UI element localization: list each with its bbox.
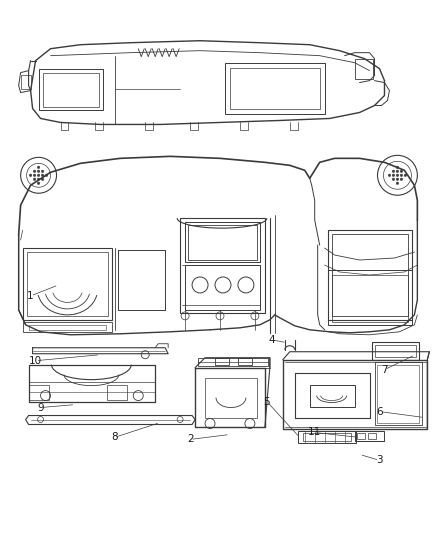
Bar [198,358,268,366]
Bar [328,230,413,320]
Bar [42,72,99,107]
Bar [303,433,350,441]
Text: 9: 9 [37,402,44,413]
Circle shape [404,174,406,176]
Circle shape [37,174,40,176]
Bar [332,275,408,322]
Bar [238,358,252,365]
Circle shape [29,174,32,176]
Text: 8: 8 [111,432,118,442]
Bar [298,432,356,443]
Circle shape [41,178,44,181]
Circle shape [396,178,399,181]
Circle shape [396,174,399,176]
Bar [328,270,413,325]
Bar [378,365,419,423]
Circle shape [33,170,36,173]
Bar [23,248,112,320]
Circle shape [400,178,403,181]
Text: 6: 6 [376,407,383,416]
Bar [185,265,260,310]
Bar [355,432,385,441]
Bar [205,378,257,417]
Circle shape [388,174,391,176]
Text: 3: 3 [376,455,383,465]
Bar [185,222,260,262]
Circle shape [392,174,395,176]
Circle shape [400,174,403,176]
Bar [355,59,372,78]
Text: 4: 4 [268,335,275,345]
Bar [357,433,364,439]
Bar [27,252,108,316]
Circle shape [41,170,44,173]
Circle shape [400,170,403,173]
Circle shape [37,182,40,184]
Text: 1: 1 [27,291,34,301]
Circle shape [396,182,399,184]
Bar [215,358,229,365]
Circle shape [396,170,399,173]
Text: 5: 5 [264,397,270,407]
Bar [21,75,31,88]
Circle shape [396,166,399,168]
Bar [230,68,320,109]
Bar [367,433,375,439]
Circle shape [37,166,40,168]
Text: 11: 11 [308,427,321,438]
Bar [310,385,355,407]
Bar [332,234,408,316]
Text: 2: 2 [187,434,194,445]
Bar [39,69,103,110]
Circle shape [392,170,395,173]
Bar [188,225,257,260]
Circle shape [33,178,36,181]
Circle shape [37,170,40,173]
Circle shape [33,174,36,176]
Circle shape [41,174,44,176]
Text: 7: 7 [381,365,388,375]
Bar [180,218,265,313]
Bar [374,362,422,425]
Bar [23,322,112,332]
Text: 10: 10 [29,356,42,366]
Bar [107,385,127,400]
Bar [225,63,325,115]
Circle shape [392,178,395,181]
Bar [371,342,419,360]
Bar [28,385,49,400]
Circle shape [46,174,48,176]
Bar [374,345,417,357]
Circle shape [37,178,40,181]
Bar [28,325,106,330]
